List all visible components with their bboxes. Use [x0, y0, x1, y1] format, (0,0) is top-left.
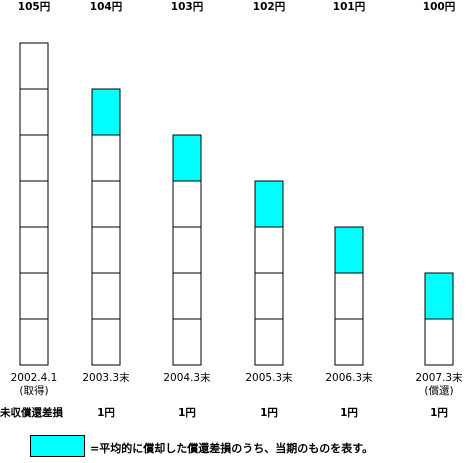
highlight-cell [255, 181, 283, 227]
amount-label: 1円 [178, 407, 196, 419]
legend-swatch [30, 435, 85, 457]
amount-label: 1円 [260, 407, 278, 419]
date-label: (取得) [19, 385, 48, 397]
top-value-label: 100円 [423, 1, 455, 13]
amount-label: 1円 [430, 407, 448, 419]
row-label: 未収償還差損 [0, 406, 63, 419]
amount-label: 1円 [340, 407, 358, 419]
legend-text: =平均的に償却した償還差損のうち、当期のものを表す。 [90, 442, 374, 455]
column-box [19, 42, 49, 366]
top-value-label: 102円 [253, 1, 285, 13]
date-label: 2004.3末 [163, 371, 211, 384]
highlight-cell [425, 273, 453, 319]
date-label: 2003.3末 [82, 371, 130, 384]
date-label: 2006.3末 [325, 371, 373, 384]
highlight-cell [335, 227, 363, 273]
top-value-label: 101円 [333, 1, 365, 13]
top-value-label: 103円 [171, 1, 203, 13]
date-label: 2002.4.1 [11, 372, 58, 384]
top-value-label: 104円 [90, 1, 122, 13]
column-box [334, 226, 364, 366]
highlight-cell [173, 135, 201, 181]
amount-label: 1円 [97, 407, 115, 419]
date-label: 2007.3末 [415, 371, 463, 384]
date-label: 2005.3末 [245, 371, 293, 384]
date-label: (償還) [424, 384, 453, 397]
column-box [172, 134, 202, 366]
top-value-label: 105円 [18, 1, 50, 13]
highlight-cell [92, 89, 120, 135]
